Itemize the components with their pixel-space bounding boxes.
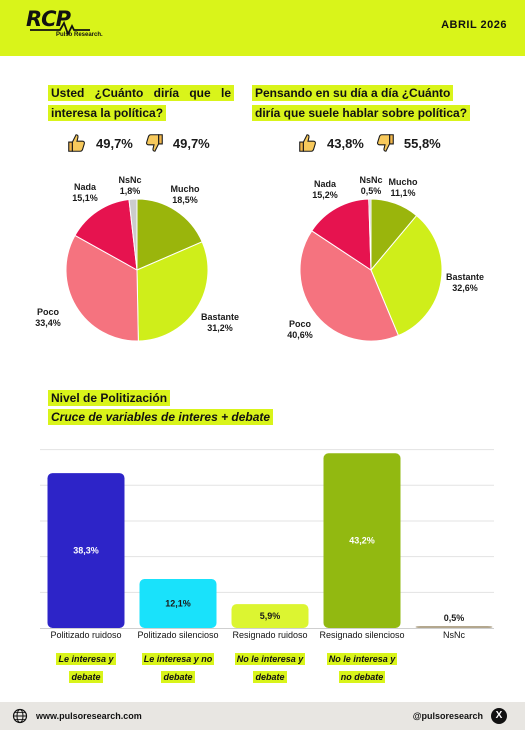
bar-2 xyxy=(139,579,217,628)
bar-category-label: Resignado silencioso xyxy=(319,630,405,640)
logo-text: RCP xyxy=(26,7,71,31)
pie-slice-bastante xyxy=(136,241,209,342)
pie-value-bastante: 32,6% xyxy=(452,283,478,293)
pie-slice-nsnc xyxy=(368,198,372,271)
pie-value-poco: 33,4% xyxy=(35,318,61,328)
website-link[interactable]: www.pulsoresearch.com xyxy=(36,711,142,721)
pie-slice-nada xyxy=(311,198,372,271)
bar-1 xyxy=(47,473,125,628)
bar-description-label: No le interesa y no debate xyxy=(326,653,398,683)
pie-label-poco: Poco xyxy=(289,319,312,329)
thumbs-down-icon xyxy=(145,134,163,152)
footer: www.pulsoresearch.com @pulsoresearch X xyxy=(0,702,525,730)
pie-value-poco: 40,6% xyxy=(287,330,313,340)
bar-categories: Politizado ruidoso Politizado silencioso R… xyxy=(40,630,500,646)
bar-5 xyxy=(415,625,493,628)
pie-label-bastante: Bastante xyxy=(446,272,484,282)
pie-label-mucho: Mucho xyxy=(389,177,418,187)
pie-value-bastante: 31,2% xyxy=(207,323,233,333)
bar-category-label: Politizado ruidoso xyxy=(50,630,122,640)
logo: RCP Pulso Research. xyxy=(26,7,106,43)
bar-category-label: Resignado ruidoso xyxy=(232,630,308,640)
bar-description-label: Le interesa y debate xyxy=(56,653,116,683)
pie-slice-nada xyxy=(74,198,138,271)
pie-label-bastante: Bastante xyxy=(201,312,239,322)
bar-description-label: Le interesa y no debate xyxy=(141,653,215,683)
section-title: Nivel de Politización xyxy=(48,389,171,408)
question2-likes: 43,8% 55,8% xyxy=(297,132,451,154)
thumbs-up-icon xyxy=(299,134,316,152)
pie-value-mucho: 18,5% xyxy=(172,195,198,205)
bar-value-label: 43,2% xyxy=(349,536,375,546)
bar-description-label: No le interesa y debate xyxy=(234,653,306,683)
x-social-icon[interactable]: X xyxy=(491,708,507,724)
bar-value-label: 5,9% xyxy=(260,611,281,621)
thumbs-up-icon xyxy=(68,134,85,152)
pie-value-nsnc: 0,5% xyxy=(361,186,382,196)
pie-label-nada: Nada xyxy=(314,179,337,189)
pulse-line-icon xyxy=(30,21,90,35)
header: RCP Pulso Research. ABRIL 2026 xyxy=(0,0,525,56)
section-subtitle: Cruce de variables de interes + debate xyxy=(48,408,274,427)
question2-thumbs-up-value: 43,8% xyxy=(327,135,364,151)
pie-label-poco: Poco xyxy=(37,307,60,317)
pie-slice-poco xyxy=(65,234,139,342)
question1-likes: 49,7% 49,7% xyxy=(66,132,220,154)
pie-slice-bastante xyxy=(370,214,443,337)
pie-label-nsnc: NsNc xyxy=(359,175,382,185)
bar-category-label: Politizado silencioso xyxy=(137,630,219,640)
pie-slice-nsnc xyxy=(128,198,138,271)
politization-bar-chart: 38,3% 12,1% 5,9% 43,2% 0,5% xyxy=(40,449,494,629)
globe-icon xyxy=(12,708,28,724)
pie-label-mucho: Mucho xyxy=(171,184,200,194)
question1-title: Usted ¿Cuánto diría que le interesa la p… xyxy=(48,83,234,123)
pie-value-mucho: 11,1% xyxy=(390,188,415,198)
question2-title: Pensando en su día a día ¿Cuánto diría q… xyxy=(252,83,478,123)
pie-value-nada: 15,2% xyxy=(312,190,338,200)
question1-thumbs-down-value: 49,7% xyxy=(172,135,210,151)
question2-thumbs-down-value: 55,8% xyxy=(403,135,441,151)
bar-value-label: 38,3% xyxy=(73,546,99,556)
logo-subtitle: Pulso Research. xyxy=(56,32,103,38)
pie-value-nada: 15,1% xyxy=(72,193,98,203)
pie-label-nada: Nada xyxy=(74,182,97,192)
pie-label-nsnc: NsNc xyxy=(118,175,141,185)
pie-slice-mucho xyxy=(136,198,203,271)
bar-category-label: NsNc xyxy=(443,630,465,640)
question1-thumbs-up-value: 49,7% xyxy=(96,135,133,151)
thumbs-down-icon xyxy=(376,134,394,152)
bar-value-label: 12,1% xyxy=(165,599,191,609)
bar-3 xyxy=(231,604,309,628)
bar-4 xyxy=(323,453,401,628)
report-date: ABRIL 2026 xyxy=(441,19,507,31)
bar-value-label: 0,5% xyxy=(444,613,465,623)
social-handle[interactable]: @pulsoresearch xyxy=(412,711,483,721)
pie-slice-poco xyxy=(299,230,400,342)
pie-value-nsnc: 1,8% xyxy=(120,186,141,196)
